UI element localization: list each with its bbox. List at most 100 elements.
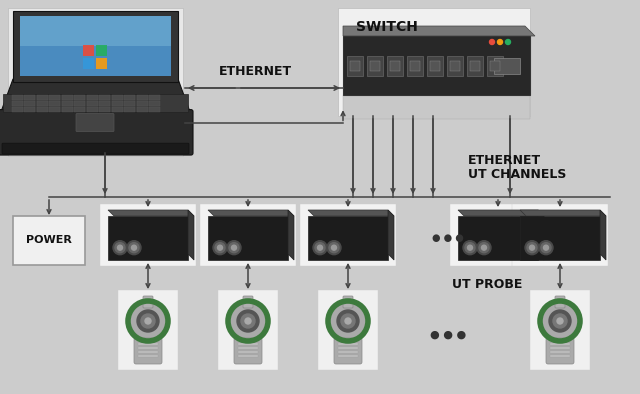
FancyBboxPatch shape — [13, 216, 85, 265]
Text: ETHERNET: ETHERNET — [468, 154, 541, 167]
FancyBboxPatch shape — [36, 101, 47, 106]
Circle shape — [137, 310, 159, 332]
Circle shape — [127, 241, 141, 255]
FancyBboxPatch shape — [447, 56, 463, 76]
Circle shape — [479, 243, 489, 253]
FancyBboxPatch shape — [149, 107, 160, 112]
FancyBboxPatch shape — [318, 290, 378, 370]
FancyBboxPatch shape — [407, 56, 423, 76]
FancyBboxPatch shape — [124, 101, 135, 106]
Circle shape — [541, 243, 551, 253]
FancyBboxPatch shape — [410, 61, 420, 71]
FancyBboxPatch shape — [143, 296, 153, 308]
FancyBboxPatch shape — [86, 107, 97, 112]
FancyBboxPatch shape — [243, 296, 253, 308]
Circle shape — [113, 241, 127, 255]
FancyBboxPatch shape — [96, 58, 107, 69]
FancyBboxPatch shape — [450, 61, 460, 71]
FancyBboxPatch shape — [96, 45, 107, 56]
FancyBboxPatch shape — [238, 347, 258, 349]
FancyBboxPatch shape — [2, 143, 189, 154]
FancyBboxPatch shape — [49, 101, 60, 106]
Circle shape — [553, 314, 567, 328]
FancyBboxPatch shape — [338, 8, 530, 116]
Circle shape — [539, 241, 553, 255]
FancyBboxPatch shape — [490, 61, 500, 71]
FancyBboxPatch shape — [136, 95, 147, 100]
Polygon shape — [308, 210, 394, 216]
FancyBboxPatch shape — [138, 347, 158, 349]
FancyBboxPatch shape — [86, 101, 97, 106]
Polygon shape — [538, 210, 544, 260]
Polygon shape — [343, 26, 535, 36]
FancyBboxPatch shape — [83, 58, 94, 69]
FancyBboxPatch shape — [200, 204, 296, 266]
FancyBboxPatch shape — [218, 290, 278, 370]
Circle shape — [131, 245, 136, 250]
FancyBboxPatch shape — [0, 110, 193, 155]
FancyBboxPatch shape — [20, 16, 171, 76]
Circle shape — [227, 241, 241, 255]
FancyBboxPatch shape — [8, 8, 183, 156]
FancyBboxPatch shape — [20, 16, 171, 46]
Circle shape — [490, 39, 495, 45]
FancyBboxPatch shape — [124, 107, 135, 112]
Polygon shape — [288, 210, 294, 260]
FancyBboxPatch shape — [308, 216, 388, 260]
FancyBboxPatch shape — [111, 95, 122, 100]
FancyBboxPatch shape — [512, 204, 608, 266]
FancyBboxPatch shape — [550, 351, 570, 353]
Circle shape — [145, 318, 151, 324]
Circle shape — [237, 310, 259, 332]
Circle shape — [329, 243, 339, 253]
FancyBboxPatch shape — [49, 107, 60, 112]
FancyBboxPatch shape — [12, 101, 22, 106]
FancyBboxPatch shape — [24, 95, 35, 100]
FancyBboxPatch shape — [83, 45, 94, 56]
FancyBboxPatch shape — [124, 95, 135, 100]
FancyBboxPatch shape — [343, 95, 530, 119]
Circle shape — [315, 243, 325, 253]
Circle shape — [549, 310, 571, 332]
Circle shape — [118, 245, 122, 250]
FancyBboxPatch shape — [24, 101, 35, 106]
Circle shape — [215, 243, 225, 253]
FancyBboxPatch shape — [450, 204, 546, 266]
Circle shape — [477, 241, 491, 255]
FancyBboxPatch shape — [350, 61, 360, 71]
Circle shape — [465, 243, 475, 253]
Circle shape — [241, 314, 255, 328]
FancyBboxPatch shape — [118, 290, 178, 370]
Polygon shape — [208, 210, 294, 216]
FancyBboxPatch shape — [238, 343, 258, 345]
FancyBboxPatch shape — [470, 61, 480, 71]
FancyBboxPatch shape — [12, 107, 22, 112]
Circle shape — [540, 301, 580, 341]
FancyBboxPatch shape — [300, 204, 396, 266]
Circle shape — [337, 310, 359, 332]
FancyBboxPatch shape — [24, 107, 35, 112]
FancyBboxPatch shape — [343, 296, 353, 308]
FancyBboxPatch shape — [108, 216, 188, 260]
Polygon shape — [520, 210, 606, 216]
FancyBboxPatch shape — [74, 107, 85, 112]
Text: ● ● ●: ● ● ● — [430, 330, 466, 340]
Circle shape — [141, 314, 155, 328]
FancyBboxPatch shape — [387, 56, 403, 76]
Polygon shape — [600, 210, 606, 260]
Circle shape — [543, 245, 548, 250]
Circle shape — [328, 301, 368, 341]
FancyBboxPatch shape — [111, 107, 122, 112]
Circle shape — [557, 318, 563, 324]
Text: ETHERNET: ETHERNET — [218, 65, 292, 78]
FancyBboxPatch shape — [338, 343, 358, 345]
FancyBboxPatch shape — [238, 351, 258, 353]
FancyBboxPatch shape — [138, 351, 158, 353]
Polygon shape — [0, 79, 191, 153]
FancyBboxPatch shape — [138, 343, 158, 345]
Circle shape — [245, 318, 251, 324]
Circle shape — [213, 241, 227, 255]
Circle shape — [327, 241, 341, 255]
Circle shape — [341, 314, 355, 328]
FancyBboxPatch shape — [99, 107, 110, 112]
